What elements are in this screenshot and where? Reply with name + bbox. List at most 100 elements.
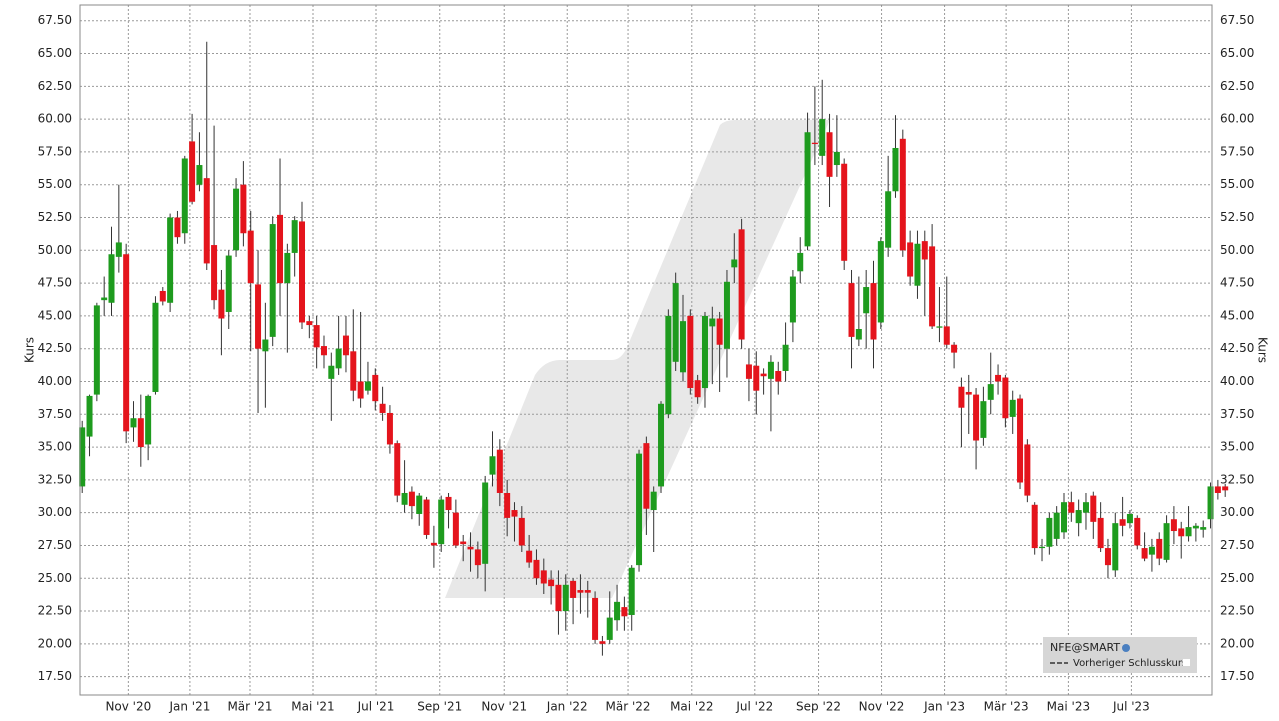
candle-body	[320, 346, 327, 356]
candle-body	[496, 449, 503, 493]
candle-body	[914, 243, 921, 286]
candle-body	[342, 335, 349, 356]
candle-body	[1192, 525, 1199, 529]
candle-body	[1068, 502, 1075, 513]
y-tick-label: 40.00	[38, 374, 72, 388]
candle-body	[108, 254, 115, 303]
legend-symbol: NFE@SMART	[1050, 641, 1120, 654]
candle-body	[1214, 486, 1221, 493]
y2-tick-label: 52.50	[1220, 210, 1254, 224]
candle-body	[350, 351, 357, 391]
candle-body	[570, 580, 577, 598]
legend-previous-close: Vorheriger Schlusskurs	[1073, 658, 1187, 669]
candle-body	[328, 365, 335, 379]
y2-tick-label: 17.50	[1220, 669, 1254, 683]
candle-body	[951, 344, 958, 353]
candle-body	[1207, 486, 1214, 520]
candle-body	[408, 491, 415, 507]
candle-body	[819, 119, 826, 156]
candle-body	[335, 348, 342, 369]
candle-body	[445, 496, 452, 511]
x-tick-label: Sep '22	[796, 700, 841, 714]
candle-body	[833, 151, 840, 166]
candle-body	[233, 188, 240, 251]
candle-body	[511, 510, 518, 517]
candle-body	[313, 325, 320, 348]
candle-body	[1017, 398, 1024, 483]
y-tick-label: 65.00	[38, 46, 72, 60]
candle-body	[306, 321, 313, 326]
y2-tick-label: 57.50	[1220, 144, 1254, 158]
plot-frame	[79, 4, 1213, 696]
candle-body	[262, 339, 269, 352]
candle-body	[738, 229, 745, 340]
candle-body	[1090, 495, 1097, 522]
candle-body	[577, 590, 584, 593]
y2-tick-label: 60.00	[1220, 112, 1254, 126]
y2-tick-label: 42.50	[1220, 341, 1254, 355]
y2-tick-label: 35.00	[1220, 440, 1254, 454]
candle-body	[680, 321, 687, 373]
y2-tick-label: 27.50	[1220, 538, 1254, 552]
legend-box	[1043, 637, 1197, 673]
candle-body	[299, 221, 306, 323]
candle-body	[921, 241, 928, 260]
y-tick-label: 50.00	[38, 243, 72, 257]
y-tick-label: 30.00	[38, 505, 72, 519]
y2-tick-label: 25.00	[1220, 571, 1254, 585]
candle-body	[79, 427, 86, 487]
candle-body	[1178, 528, 1185, 537]
candle-body	[240, 184, 247, 234]
candle-body	[137, 418, 144, 448]
candle-body	[804, 132, 811, 247]
x-tick-label: Jul '21	[357, 700, 395, 714]
candle-body	[841, 163, 848, 261]
y-tick-label: 57.50	[38, 144, 72, 158]
candle-body	[115, 242, 122, 257]
x-tick-label: Sep '21	[417, 700, 462, 714]
candle-body	[372, 374, 379, 402]
candle-body	[291, 220, 298, 253]
candle-body	[826, 132, 833, 177]
candle-body	[1097, 517, 1104, 549]
candle-body	[1141, 548, 1148, 559]
candle-body	[775, 370, 782, 382]
candle-body	[1075, 510, 1082, 524]
candle-body	[877, 241, 884, 323]
candle-body	[386, 412, 393, 445]
y-tick-label: 25.00	[38, 571, 72, 585]
candles	[79, 41, 1229, 656]
y-tick-label: 20.00	[38, 636, 72, 650]
y2-tick-label: 55.00	[1220, 177, 1254, 191]
candle-body	[621, 607, 628, 617]
candle-body	[650, 491, 657, 511]
candle-body	[474, 549, 481, 566]
candle-body	[1104, 548, 1111, 566]
legend-checkbox[interactable]	[1183, 659, 1190, 666]
candle-body	[452, 512, 459, 546]
candle-body	[1053, 512, 1060, 539]
candle-body	[907, 242, 914, 277]
candle-body	[965, 391, 972, 395]
candle-body	[86, 395, 93, 437]
x-tick-label: Jul '22	[735, 700, 773, 714]
candle-body	[767, 361, 774, 379]
candle-body	[269, 224, 276, 337]
candle-body	[701, 315, 708, 389]
x-tick-label: Jan '22	[546, 700, 588, 714]
candle-body	[364, 381, 371, 391]
y-tick-label: 27.50	[38, 538, 72, 552]
candle-body	[1222, 486, 1229, 491]
candle-body	[614, 601, 621, 621]
candle-body	[562, 584, 569, 612]
candle-body	[958, 386, 965, 408]
y-tick-label: 55.00	[38, 177, 72, 191]
candle-body	[606, 617, 613, 640]
candle-body	[181, 158, 188, 234]
candle-body	[636, 453, 643, 566]
y-tick-label: 32.50	[38, 472, 72, 486]
candle-body	[1112, 523, 1119, 571]
candle-body	[1002, 377, 1009, 419]
x-tick-label: Mär '23	[984, 700, 1029, 714]
candle-body	[152, 302, 159, 392]
